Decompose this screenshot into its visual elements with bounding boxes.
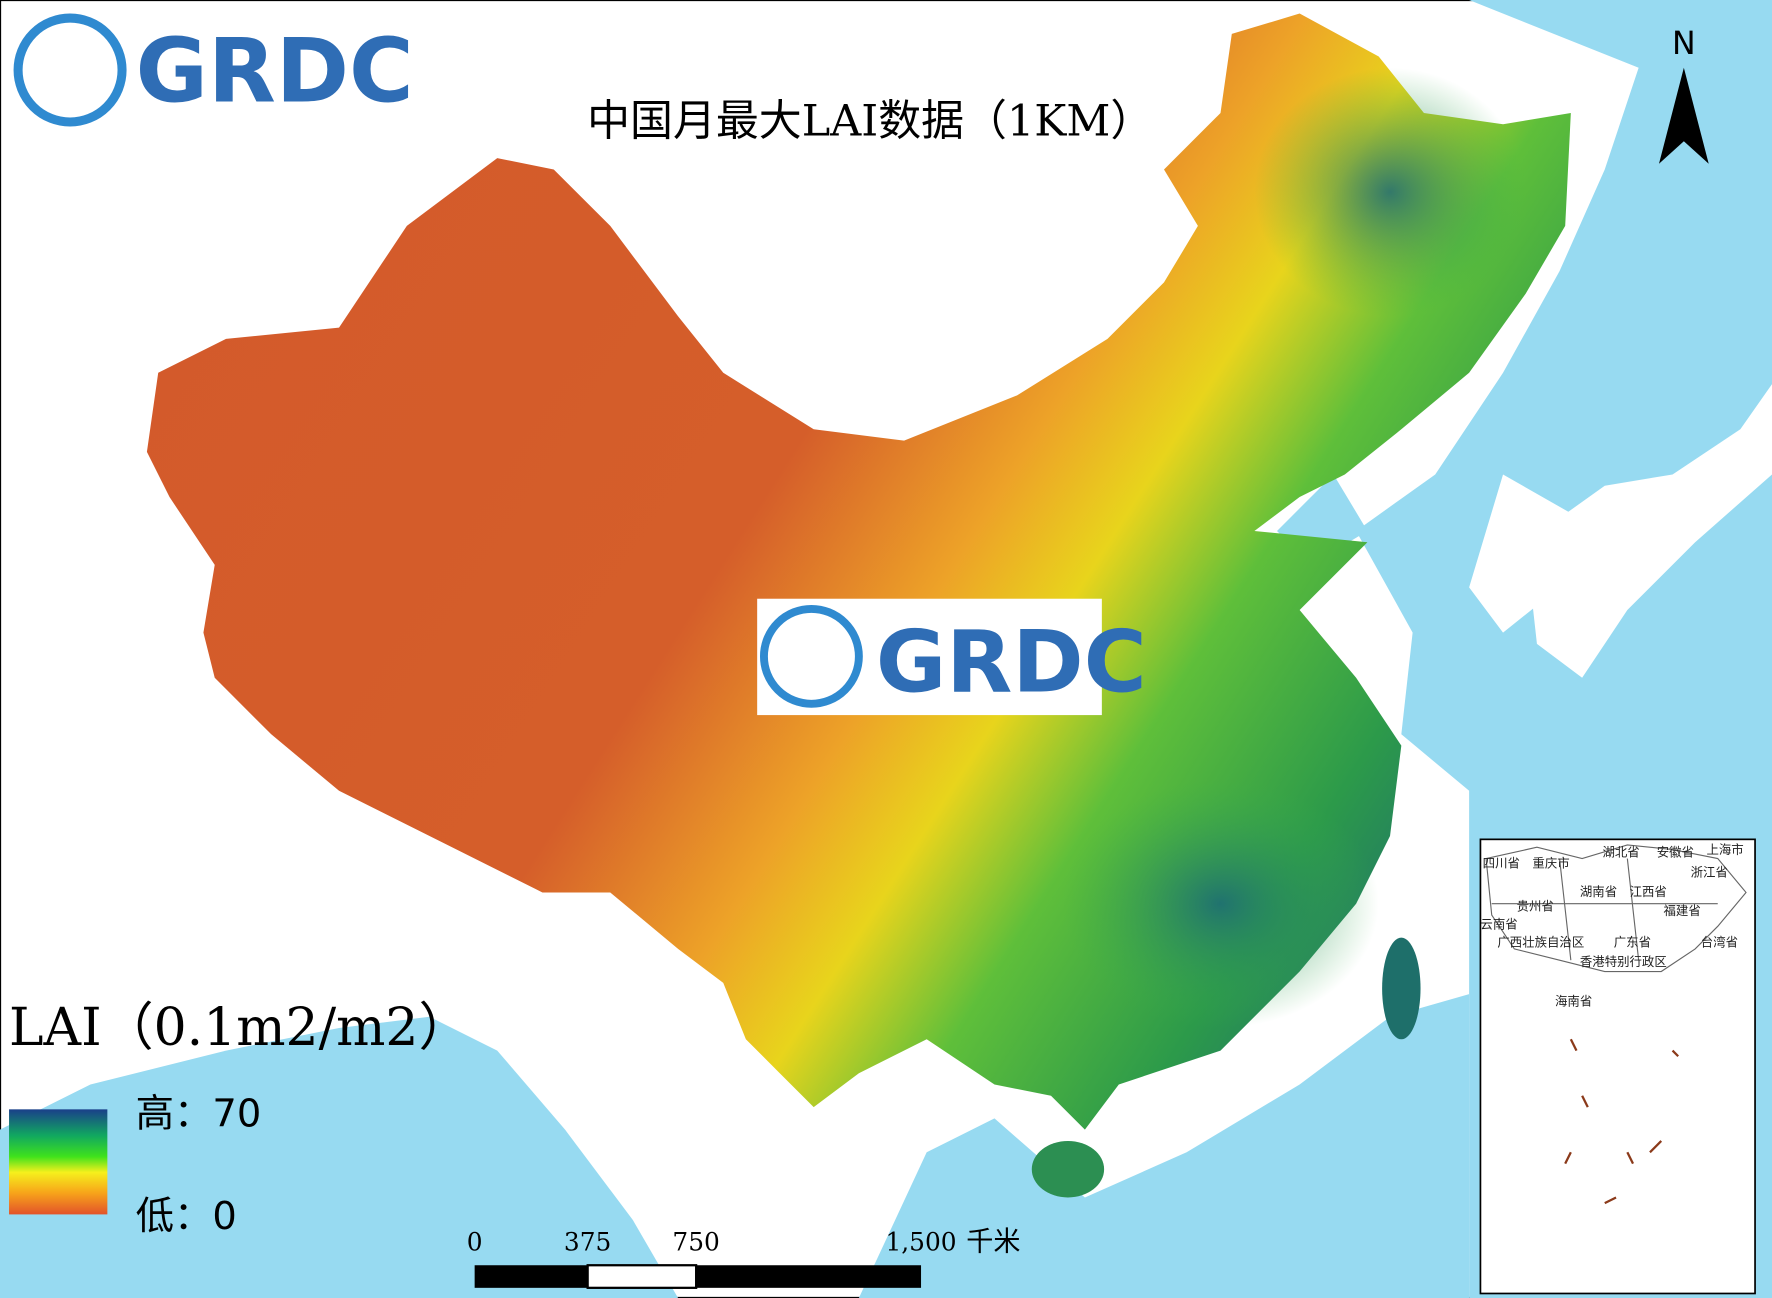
inset-label: 云南省 xyxy=(1480,917,1517,932)
scale-label: 0 xyxy=(467,1228,483,1257)
inset-label: 湖北省 xyxy=(1602,844,1639,859)
watermark-icon xyxy=(759,604,863,708)
legend-low: 低：0 xyxy=(136,1194,237,1239)
legend-ramp xyxy=(9,1109,108,1215)
inset-label: 湖南省 xyxy=(1580,884,1617,899)
inset-label: 台湾省 xyxy=(1701,935,1738,950)
title: 中国月最大LAI数据（1KM） xyxy=(587,97,1153,147)
scale-label: 1,500 xyxy=(885,1228,956,1257)
taiwan xyxy=(1382,937,1421,1040)
scale-segment xyxy=(586,1264,698,1289)
forest-south xyxy=(1062,779,1379,1029)
legend-high: 高：70 xyxy=(136,1091,262,1136)
watermark-box xyxy=(757,598,1102,716)
inset-label: 四川省 xyxy=(1483,856,1520,871)
japan xyxy=(1525,384,1772,678)
inset-label: 广西壮族自治区 xyxy=(1497,935,1584,950)
legend-title: LAI（0.1m2/m2） xyxy=(9,998,470,1058)
north-arrow xyxy=(1658,67,1709,164)
inset-label: 重庆市 xyxy=(1532,856,1569,871)
hainan xyxy=(1031,1140,1105,1198)
scale-unit: 千米 xyxy=(966,1227,1020,1258)
logo: GRDC xyxy=(136,20,414,123)
inset-label: 上海市 xyxy=(1706,842,1743,857)
scale-label: 750 xyxy=(672,1228,719,1257)
scale-bar xyxy=(474,1264,922,1289)
scale-segment xyxy=(696,1265,922,1288)
inset-label: 海南省 xyxy=(1555,993,1592,1008)
sea-south xyxy=(858,994,1470,1298)
inset-label: 香港特别行政区 xyxy=(1580,954,1667,969)
sea-west xyxy=(0,1016,679,1298)
watermark-logo: GRDC xyxy=(876,612,1147,712)
inset-islands xyxy=(1564,1038,1680,1205)
logo-icon xyxy=(13,13,127,127)
inset-label: 广东省 xyxy=(1614,935,1651,950)
inset-label: 浙江省 xyxy=(1691,865,1728,880)
inset-label: 贵州省 xyxy=(1517,899,1554,914)
scale-label: 375 xyxy=(564,1228,611,1257)
inset-label: 江西省 xyxy=(1630,884,1667,899)
inset-label: 安徽省 xyxy=(1657,844,1694,859)
inset-frame xyxy=(1479,838,1756,1295)
inset-boundaries xyxy=(1485,844,1747,973)
inset-label: 福建省 xyxy=(1664,903,1701,918)
scale-segment xyxy=(474,1265,588,1288)
north-label: N xyxy=(1672,26,1696,62)
forest-northeast xyxy=(1254,67,1526,317)
